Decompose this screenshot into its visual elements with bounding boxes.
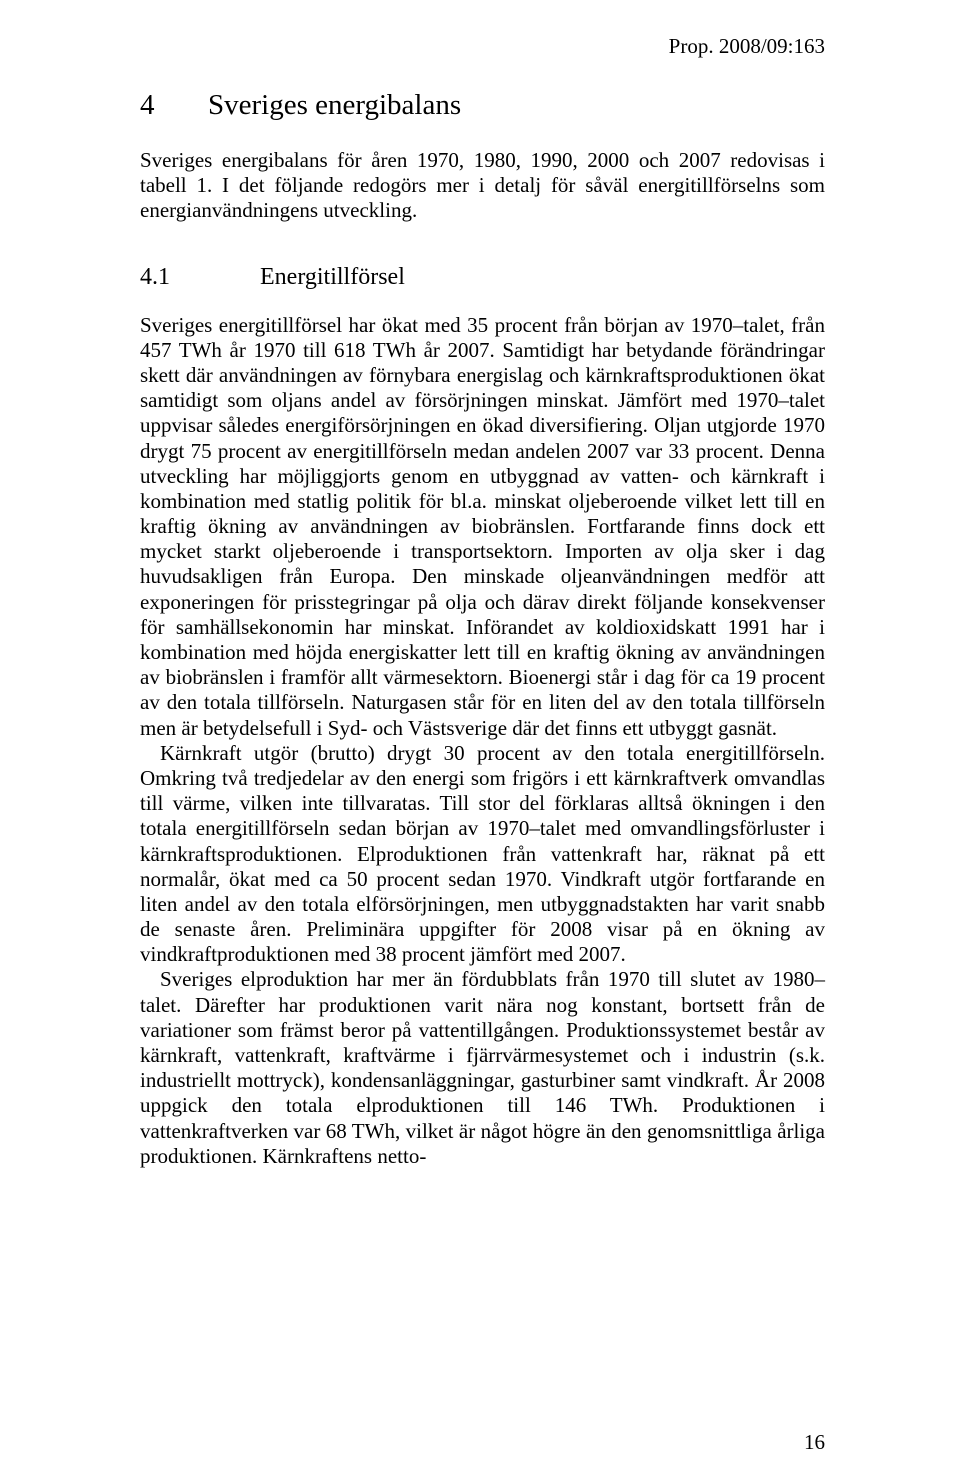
doc-reference: Prop. 2008/09:163: [140, 34, 825, 59]
intro-paragraph: Sveriges energibalans för åren 1970, 198…: [140, 148, 825, 224]
body-paragraph: Sveriges energitillförsel har ökat med 3…: [140, 313, 825, 741]
page: Prop. 2008/09:163 4 Sveriges energibalan…: [0, 0, 960, 1479]
section-heading: 4 Sveriges energibalans: [140, 89, 825, 122]
page-number: 16: [804, 1430, 825, 1455]
body-paragraph: Kärnkraft utgör (brutto) drygt 30 procen…: [140, 741, 825, 968]
subsection-heading: 4.1 Energitillförsel: [140, 264, 825, 291]
subsection-number: 4.1: [140, 264, 260, 291]
subsection-title: Energitillförsel: [260, 264, 405, 291]
section-number: 4: [140, 89, 208, 122]
body-paragraph: Sveriges elproduktion har mer än fördubb…: [140, 967, 825, 1169]
section-title: Sveriges energibalans: [208, 89, 461, 122]
